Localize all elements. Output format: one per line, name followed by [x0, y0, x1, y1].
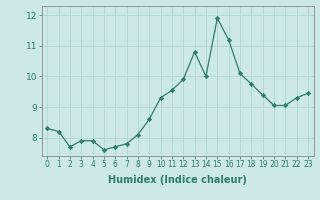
X-axis label: Humidex (Indice chaleur): Humidex (Indice chaleur) — [108, 175, 247, 185]
